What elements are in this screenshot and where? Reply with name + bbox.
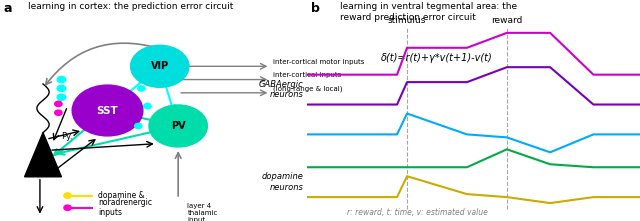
Circle shape (54, 101, 62, 107)
Circle shape (144, 103, 151, 109)
Circle shape (64, 193, 71, 198)
Circle shape (57, 94, 66, 100)
Circle shape (134, 123, 142, 129)
Text: learning in cortex: the prediction error circuit: learning in cortex: the prediction error… (28, 2, 233, 11)
Text: stimulus: stimulus (388, 16, 426, 25)
Text: GABAergic
neurons: GABAergic neurons (259, 80, 304, 99)
Text: inter-cortical motor inputs: inter-cortical motor inputs (273, 59, 365, 65)
Text: noradrenergic
inputs: noradrenergic inputs (99, 198, 152, 217)
Text: learning in ventral tegmental area: the
reward prediction error circuit: learning in ventral tegmental area: the … (340, 2, 518, 22)
Circle shape (131, 45, 189, 87)
Text: SST: SST (97, 105, 118, 116)
Text: layer 4
thalamic
input: layer 4 thalamic input (188, 203, 218, 221)
Text: PV: PV (171, 121, 186, 131)
Circle shape (57, 76, 66, 83)
Text: δ(t)=r(t)+γ*v(t+1)-v(t): δ(t)=r(t)+γ*v(t+1)-v(t) (380, 53, 492, 63)
Text: Py.: Py. (61, 132, 73, 141)
Text: dopamine &: dopamine & (99, 191, 145, 200)
Text: (long range & local): (long range & local) (273, 85, 343, 92)
Circle shape (54, 110, 62, 115)
Text: reward: reward (491, 16, 523, 25)
Text: a: a (3, 2, 12, 15)
Polygon shape (24, 133, 61, 177)
Text: b: b (310, 2, 319, 15)
Circle shape (72, 85, 143, 136)
Text: VIP: VIP (150, 61, 169, 71)
Circle shape (64, 205, 71, 210)
Circle shape (57, 85, 66, 91)
Text: r: reward, t: time, v: estimated value: r: reward, t: time, v: estimated value (347, 208, 488, 217)
Circle shape (138, 86, 145, 91)
Text: inter-cortical inputs: inter-cortical inputs (273, 72, 342, 78)
Circle shape (149, 105, 207, 147)
Text: dopamine
neurons: dopamine neurons (262, 172, 304, 192)
